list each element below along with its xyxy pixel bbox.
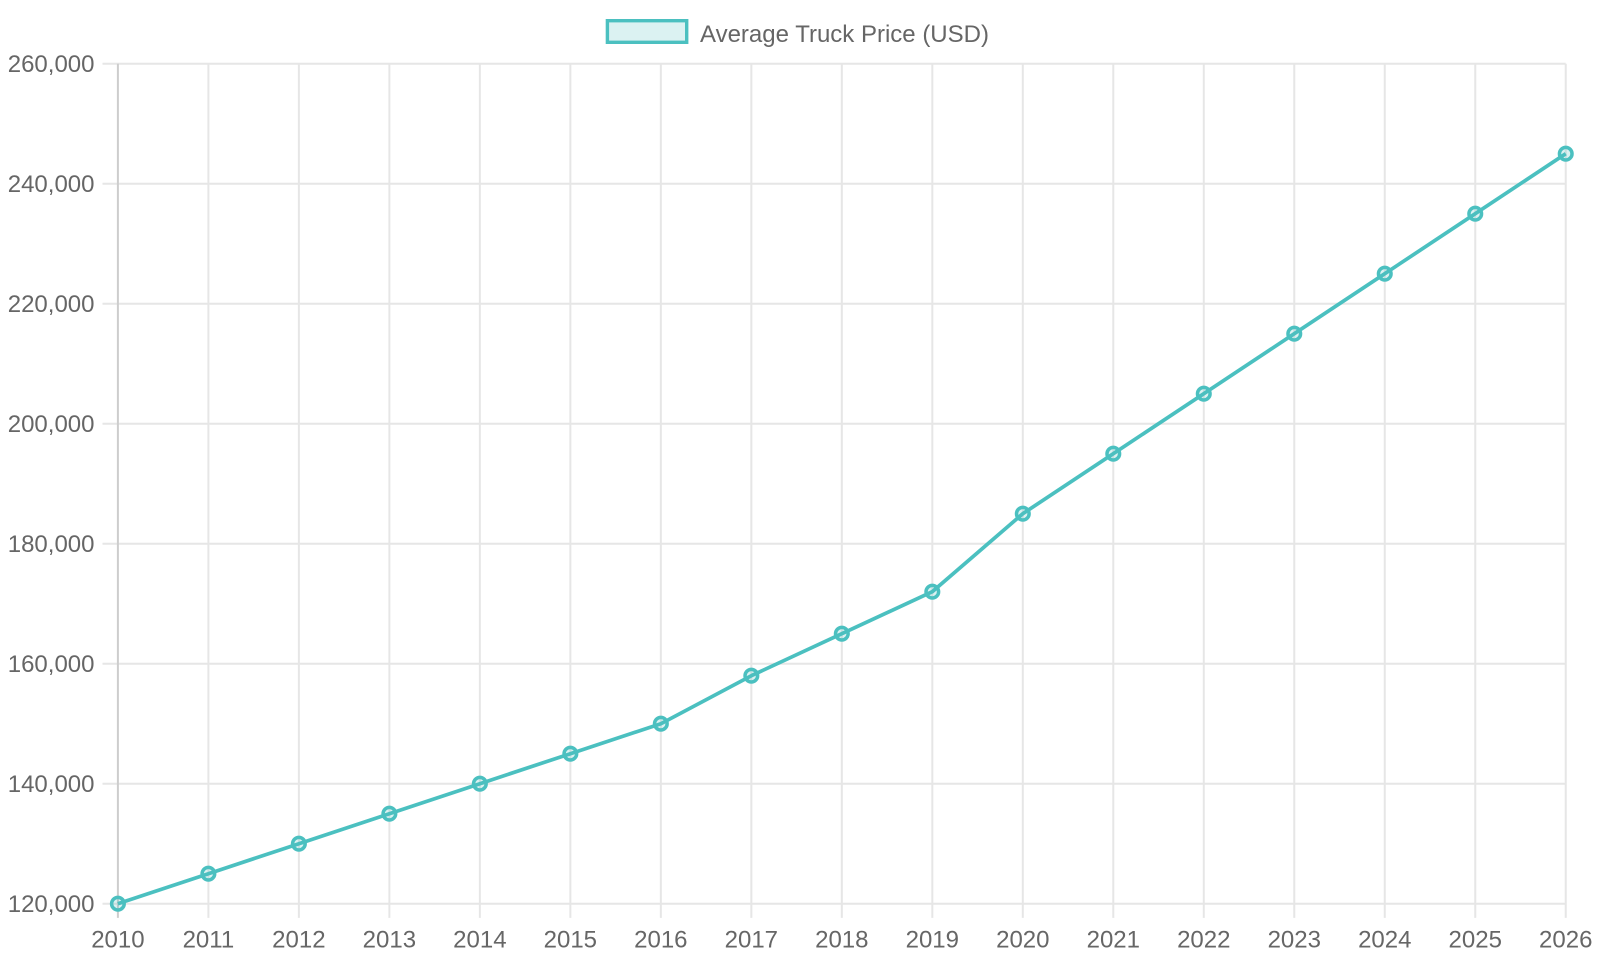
svg-text:2020: 2020 <box>996 927 1049 954</box>
svg-text:2022: 2022 <box>1177 927 1230 954</box>
svg-text:2025: 2025 <box>1449 927 1502 954</box>
svg-text:Average Truck Price (USD): Average Truck Price (USD) <box>700 21 989 48</box>
svg-text:220,000: 220,000 <box>8 291 95 318</box>
svg-text:2010: 2010 <box>91 927 144 954</box>
svg-text:2019: 2019 <box>906 927 959 954</box>
svg-text:2015: 2015 <box>544 927 597 954</box>
svg-text:2012: 2012 <box>272 927 325 954</box>
svg-text:2021: 2021 <box>1087 927 1140 954</box>
svg-text:240,000: 240,000 <box>8 171 95 198</box>
svg-text:2017: 2017 <box>725 927 778 954</box>
svg-text:2016: 2016 <box>634 927 687 954</box>
svg-text:140,000: 140,000 <box>8 771 95 798</box>
svg-text:2023: 2023 <box>1268 927 1321 954</box>
svg-text:2013: 2013 <box>363 927 416 954</box>
svg-text:120,000: 120,000 <box>8 891 95 918</box>
svg-text:2018: 2018 <box>815 927 868 954</box>
svg-text:200,000: 200,000 <box>8 411 95 438</box>
svg-text:2026: 2026 <box>1539 927 1592 954</box>
svg-text:2011: 2011 <box>183 927 235 954</box>
svg-text:160,000: 160,000 <box>8 651 95 678</box>
svg-text:2024: 2024 <box>1358 927 1411 954</box>
svg-text:180,000: 180,000 <box>8 531 95 558</box>
svg-text:260,000: 260,000 <box>8 51 95 78</box>
svg-text:2014: 2014 <box>453 927 506 954</box>
